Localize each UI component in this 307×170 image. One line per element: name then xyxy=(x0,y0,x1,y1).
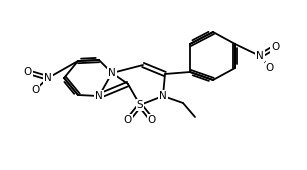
Text: O: O xyxy=(24,67,32,77)
Text: O: O xyxy=(31,85,39,95)
Text: N: N xyxy=(256,51,264,61)
Text: O: O xyxy=(124,115,132,125)
Text: S: S xyxy=(137,100,143,110)
Text: O: O xyxy=(266,63,274,73)
Text: O: O xyxy=(148,115,156,125)
Text: N: N xyxy=(95,91,103,101)
Text: N: N xyxy=(44,73,52,83)
Text: N: N xyxy=(159,91,167,101)
Text: O: O xyxy=(271,42,279,52)
Text: N: N xyxy=(108,68,116,78)
